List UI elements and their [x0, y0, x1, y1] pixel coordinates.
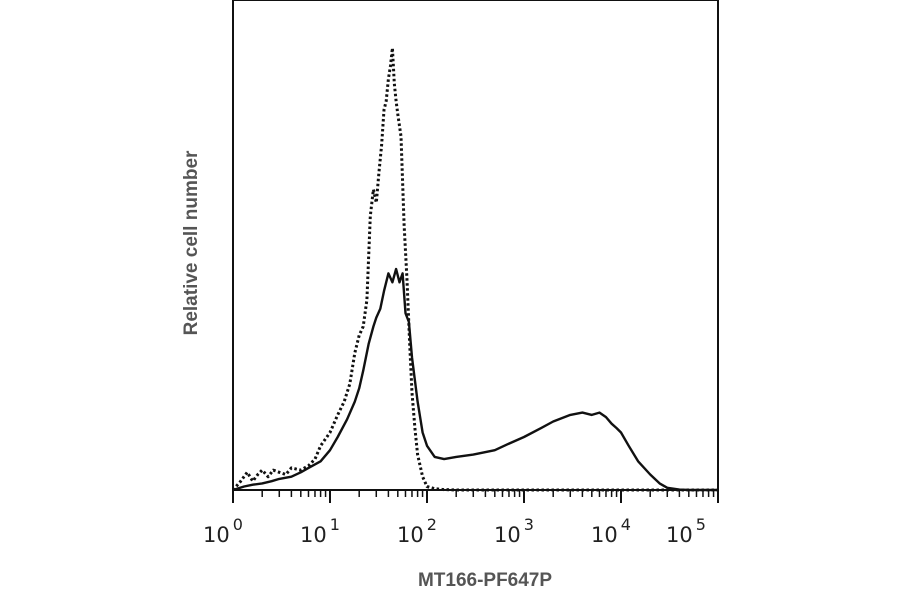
- y-axis-label: Relative cell number: [181, 150, 202, 335]
- series-layer: [231, 46, 718, 492]
- x-tick-label: 10 4: [591, 515, 631, 547]
- x-tick-exponent: 3: [524, 515, 534, 534]
- x-tick-base: 10: [494, 523, 521, 547]
- plot-frame: [232, 0, 719, 491]
- x-tick-exponent: 0: [233, 515, 243, 534]
- x-axis-ticks: 10 0 10 1 10 2 10 3 10 4 10 5: [203, 490, 719, 547]
- x-tick-exponent: 2: [427, 515, 437, 534]
- series-line-solid: [232, 267, 718, 492]
- x-tick-base: 10: [591, 523, 618, 547]
- x-tick-label: 10 5: [666, 515, 706, 547]
- x-tick-exponent: 4: [621, 515, 631, 534]
- x-tick-base: 10: [203, 523, 230, 547]
- series-line-dotted: [231, 46, 718, 492]
- x-tick-base: 10: [397, 523, 424, 547]
- x-tick-label: 10 0: [203, 515, 243, 547]
- x-tick-label: 10 1: [300, 515, 340, 547]
- x-tick-exponent: 1: [330, 515, 340, 534]
- x-tick-base: 10: [666, 523, 693, 547]
- x-axis-label: MT166-PF647P: [418, 570, 552, 591]
- x-tick-label: 10 3: [494, 515, 534, 547]
- x-tick-exponent: 5: [696, 515, 706, 534]
- x-tick-label: 10 2: [397, 515, 437, 547]
- x-tick-base: 10: [300, 523, 327, 547]
